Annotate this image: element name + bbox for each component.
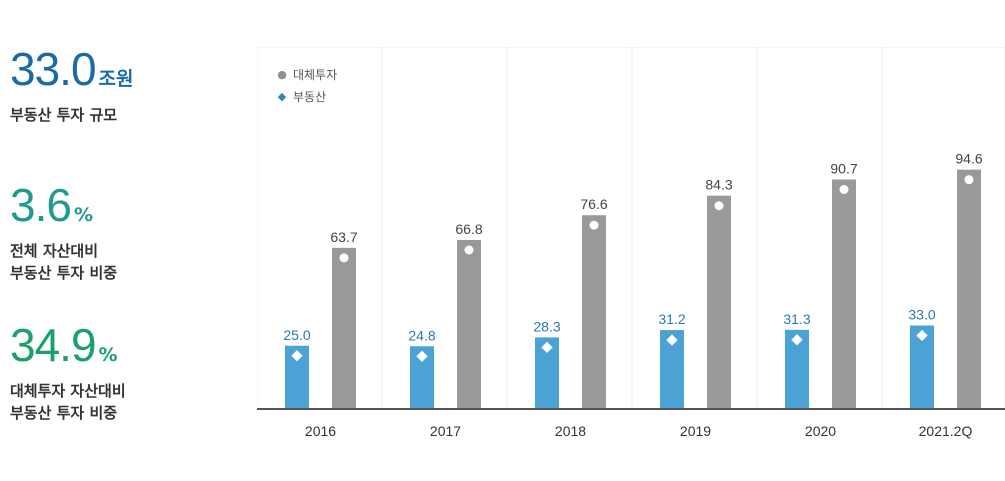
x-tick-label: 2017 [430, 423, 461, 439]
x-tick-label: 2019 [680, 423, 711, 439]
data-label: 25.0 [283, 327, 310, 343]
legend-label: 대체투자 [293, 67, 338, 82]
stat-alternative-asset-ratio: 34.9% 대체투자 자산대비 부동산 투자 비중 [10, 322, 126, 424]
bar-marker-circle [714, 201, 724, 211]
bar-alternative [707, 195, 731, 409]
bar-marker-circle [839, 185, 849, 195]
x-tick-label: 2016 [305, 423, 336, 439]
data-label: 33.0 [908, 307, 935, 323]
data-label: 84.3 [705, 177, 732, 193]
bar-marker-diamond [541, 341, 553, 354]
bar-alternative [582, 215, 606, 409]
data-label: 24.8 [408, 327, 435, 343]
stat-number: 34.9 [10, 319, 97, 371]
stat-unit: % [98, 344, 118, 366]
data-label: 28.3 [533, 318, 560, 334]
stat-description: 부동산 투자 규모 [10, 106, 118, 124]
x-tick-label: 2018 [555, 423, 586, 439]
stat-value: 34.9% [10, 322, 126, 378]
bar-marker-circle [339, 253, 349, 263]
stat-value: 33.0 조원 [10, 46, 134, 102]
data-label: 94.6 [955, 151, 982, 167]
bar-marker-circle [589, 220, 599, 230]
stat-number: 33.0 [10, 43, 97, 95]
stat-total-asset-ratio: 3.6% 전체 자산대비 부동산 투자 비중 [10, 182, 117, 284]
bar-marker-diamond [666, 334, 678, 346]
stat-description: 대체투자 자산대비 부동산 투자 비중 [10, 382, 126, 422]
bar-alternative [457, 239, 481, 409]
data-label: 90.7 [830, 161, 857, 177]
bar-marker-circle [464, 245, 474, 255]
x-tick-label: 2020 [805, 423, 836, 439]
bar-marker-diamond [791, 334, 803, 346]
x-tick-label: 2021.2Q [919, 423, 973, 439]
stat-number: 3.6 [10, 179, 72, 231]
stat-unit: % [73, 204, 93, 226]
diamond-icon: ◆ [277, 89, 287, 103]
legend-label: 부동산 [293, 89, 327, 104]
chart-canvas: 25.0 63.7 2016 24.8 66.8 2017 28.3 76.6 2018 31.2… [257, 47, 1005, 439]
data-label: 31.3 [783, 311, 810, 327]
bar-marker-diamond [916, 329, 928, 342]
bar-marker-diamond [416, 350, 428, 362]
bar-marker-circle [964, 175, 974, 185]
legend-item-alternative: ● 대체투자 [275, 63, 337, 85]
bar-alternative [957, 169, 981, 409]
bar-chart: 25.0 63.7 2016 24.8 66.8 2017 28.3 76.6 2018 31.2… [257, 47, 1005, 447]
data-label: 76.6 [580, 196, 607, 212]
bar-alternative [832, 179, 856, 409]
stat-unit: 조원 [98, 68, 134, 90]
data-label: 31.2 [658, 311, 685, 327]
stat-value: 3.6% [10, 182, 117, 238]
legend-item-real-estate: ◆ 부동산 [275, 85, 337, 107]
chart-legend: ● 대체투자 ◆ 부동산 [275, 63, 337, 107]
stat-investment-scale: 33.0 조원 부동산 투자 규모 [10, 46, 134, 126]
data-label: 66.8 [455, 221, 482, 237]
data-label: 63.7 [330, 229, 357, 245]
stat-description: 전체 자산대비 부동산 투자 비중 [10, 242, 118, 282]
bar-alternative [332, 247, 356, 409]
plot-area [257, 47, 1005, 410]
circle-icon: ● [277, 67, 287, 81]
